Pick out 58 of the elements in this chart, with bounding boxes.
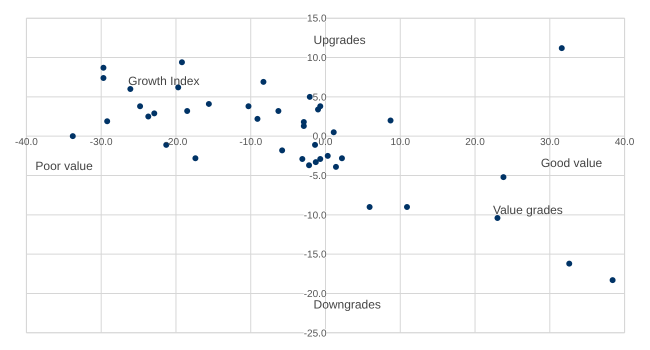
point bbox=[332, 164, 339, 170]
point bbox=[388, 117, 394, 124]
y-tick-label: -20.0 bbox=[304, 288, 327, 300]
point bbox=[151, 110, 158, 116]
point bbox=[610, 277, 616, 284]
annotation: Growth Index bbox=[128, 74, 200, 88]
point bbox=[404, 204, 410, 210]
annotation: Upgrades bbox=[314, 33, 366, 48]
y-tick-label: 10.0 bbox=[307, 53, 327, 64]
point bbox=[254, 116, 260, 122]
point bbox=[317, 156, 324, 162]
point bbox=[100, 74, 106, 81]
point bbox=[100, 64, 106, 71]
y-tick-label: 5.0 bbox=[312, 92, 327, 104]
point bbox=[206, 100, 212, 107]
point bbox=[317, 103, 324, 110]
point bbox=[245, 103, 252, 110]
point bbox=[127, 86, 134, 92]
point bbox=[104, 118, 110, 124]
point bbox=[145, 114, 152, 120]
x-tick-label: 40.0 bbox=[614, 137, 635, 148]
point bbox=[306, 94, 313, 100]
point bbox=[178, 59, 185, 66]
annotation: Value grades bbox=[492, 203, 563, 218]
point bbox=[184, 108, 190, 114]
x-tick-label: -30.0 bbox=[90, 137, 114, 148]
point bbox=[299, 156, 306, 162]
point bbox=[330, 129, 337, 136]
y-tick-label: -25.0 bbox=[304, 328, 327, 340]
y-tick-label: 15.0 bbox=[307, 14, 327, 25]
point bbox=[312, 142, 318, 148]
point bbox=[137, 103, 144, 110]
x-tick-label: 10.0 bbox=[390, 137, 410, 148]
annotation: Downgrades bbox=[314, 297, 381, 312]
y-tick-label: -5.0 bbox=[309, 171, 327, 182]
x-tick-label: 30.0 bbox=[540, 137, 560, 148]
point bbox=[500, 174, 506, 180]
x-tick-label: -20.0 bbox=[164, 137, 188, 148]
point bbox=[338, 155, 345, 162]
point bbox=[279, 147, 286, 154]
point bbox=[306, 162, 312, 168]
x-tick-label: -40.0 bbox=[15, 137, 38, 148]
point bbox=[70, 133, 76, 140]
point bbox=[324, 152, 331, 159]
point bbox=[494, 214, 500, 221]
point bbox=[312, 159, 319, 166]
point bbox=[366, 204, 373, 210]
point bbox=[192, 155, 198, 162]
x-tick-label: -10.0 bbox=[239, 137, 263, 148]
point bbox=[275, 108, 282, 114]
point bbox=[566, 260, 572, 267]
annotation: Poor value bbox=[35, 159, 94, 174]
point bbox=[558, 45, 565, 52]
y-tick-label: -15.0 bbox=[304, 250, 327, 261]
point bbox=[260, 78, 266, 85]
y-tick-label: -10.0 bbox=[304, 210, 327, 222]
x-tick-label: 20.0 bbox=[465, 137, 486, 148]
annotation: Good value bbox=[540, 156, 603, 170]
